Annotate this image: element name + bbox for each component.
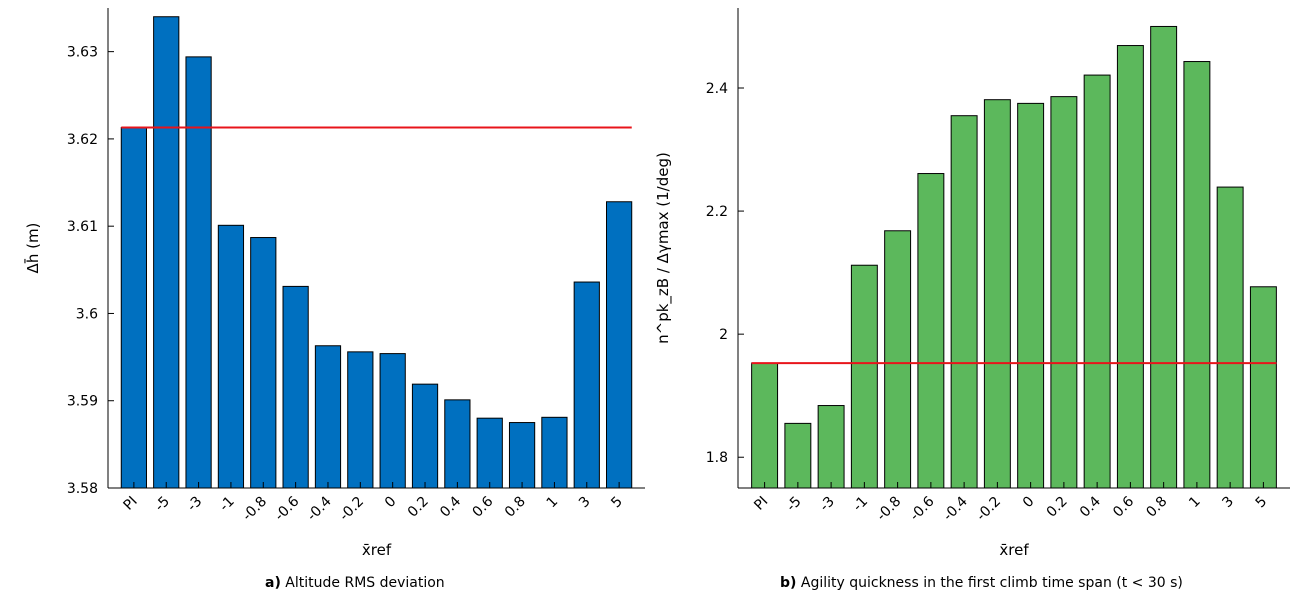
x-tick-label-a-11: 0.6: [469, 493, 496, 520]
bar-b-6: [950, 115, 978, 489]
bar-b-5: [917, 173, 945, 489]
x-tick-label-a-5: -0.6: [272, 493, 303, 524]
x-tick-label-a-12: 0.8: [502, 494, 529, 521]
y-tick-label-a-5: 3.63: [67, 45, 98, 61]
y-axis-label-b: n^pk_zB / Δγmax (1/deg): [654, 152, 673, 344]
x-tick-label-a-14: 3: [576, 494, 594, 512]
chart-b: 1.822.22.4PI -5 -3 -1 -0.8 -0.6 -0.4 -0.2 0 0.2 0.…: [654, 8, 1290, 559]
y-tick-label-b-2: 2.2: [706, 204, 728, 220]
x-tick-label-b-9: 0.2: [1044, 494, 1071, 521]
x-tick-label-a-7: -0.2: [337, 494, 368, 525]
bar-b-11: [1116, 45, 1144, 489]
caption-b-label: b): [780, 575, 797, 591]
x-axis-label-b: x̄ref: [999, 541, 1029, 559]
bar-a-12: [508, 422, 536, 489]
x-tick-label-b-3: -1: [850, 494, 871, 515]
x-tick-label-a-8: 0: [382, 494, 400, 512]
x-tick-label-b-15: 5: [1253, 494, 1271, 512]
x-tick-label-a-13: 1: [544, 494, 562, 512]
bar-a-8: [379, 353, 406, 489]
bar-a-0: [120, 127, 147, 489]
x-axis-label-a: x̄ref: [362, 541, 392, 559]
x-tick-label-a-4: -0.8: [239, 494, 270, 525]
x-tick-label-b-4: -0.8: [874, 494, 905, 525]
y-tick-label-a-3: 3.61: [67, 219, 98, 235]
x-tick-label-b-11: 0.6: [1110, 493, 1137, 520]
bar-b-7: [983, 99, 1011, 489]
bar-a-13: [541, 416, 568, 489]
bar-a-10: [444, 399, 471, 489]
caption-b: b) Agility quickness in the first climb …: [780, 575, 1183, 591]
x-tick-label-a-3: -1: [217, 494, 238, 515]
bar-b-12: [1150, 25, 1178, 489]
x-tick-label-b-14: 3: [1219, 494, 1237, 512]
x-tick-label-a-2: -3: [184, 494, 205, 515]
caption-b-text: Agility quickness in the first climb tim…: [796, 575, 1183, 591]
bar-b-0: [751, 362, 779, 489]
bar-b-13: [1183, 61, 1211, 489]
x-tick-label-b-8: 0: [1020, 494, 1038, 512]
x-tick-label-a-10: 0.4: [437, 493, 464, 520]
y-tick-label-b-0: 1.8: [706, 450, 728, 466]
bar-a-3: [217, 224, 245, 489]
x-tick-label-b-2: -3: [817, 494, 838, 515]
x-tick-label-b-5: -0.6: [907, 493, 938, 524]
bar-a-9: [411, 383, 439, 489]
x-tick-label-a-15: 5: [608, 494, 626, 512]
bar-b-1: [784, 422, 812, 489]
x-tick-label-b-13: 1: [1186, 494, 1204, 512]
y-tick-label-b-1: 2: [719, 327, 728, 343]
bar-a-15: [606, 201, 633, 489]
y-tick-label-b-3: 2.4: [706, 81, 728, 97]
x-tick-label-b-0: PI: [751, 494, 771, 514]
bar-a-1: [153, 16, 180, 489]
caption-a: a) Altitude RMS deviation: [265, 575, 445, 591]
y-tick-label-a-1: 3.59: [67, 394, 98, 410]
caption-a-text: Altitude RMS deviation: [280, 575, 445, 591]
bar-a-6: [314, 345, 342, 489]
bar-b-10: [1083, 74, 1111, 489]
bar-a-2: [185, 56, 212, 489]
bar-b-15: [1249, 286, 1277, 489]
bar-b-2: [817, 405, 845, 489]
bar-a-14: [573, 281, 600, 489]
y-tick-label-a-2: 3.6: [76, 306, 98, 322]
caption-a-label: a): [265, 575, 281, 591]
bar-b-8: [1017, 102, 1045, 489]
bar-b-4: [884, 230, 912, 489]
x-tick-label-b-10: 0.4: [1077, 493, 1104, 520]
bar-a-5: [282, 285, 309, 489]
x-tick-label-a-1: -5: [152, 494, 173, 515]
x-tick-label-a-9: 0.2: [405, 494, 432, 521]
bar-a-7: [347, 351, 374, 489]
bar-b-14: [1216, 186, 1244, 489]
x-tick-label-b-12: 0.8: [1143, 494, 1170, 521]
x-tick-label-a-6: -0.4: [304, 493, 335, 524]
x-tick-label-a-0: PI: [121, 494, 141, 514]
y-tick-label-a-0: 3.58: [67, 481, 98, 497]
bar-b-9: [1050, 96, 1078, 489]
bar-a-4: [250, 237, 277, 489]
y-axis-label-a: Δh̄ (m): [23, 223, 42, 274]
bar-b-3: [850, 264, 878, 489]
x-tick-label-b-7: -0.2: [974, 494, 1005, 525]
bar-a-11: [476, 417, 503, 489]
y-tick-label-a-4: 3.62: [67, 132, 98, 148]
x-tick-label-b-1: -5: [783, 494, 804, 515]
x-tick-label-b-6: -0.4: [940, 493, 971, 524]
